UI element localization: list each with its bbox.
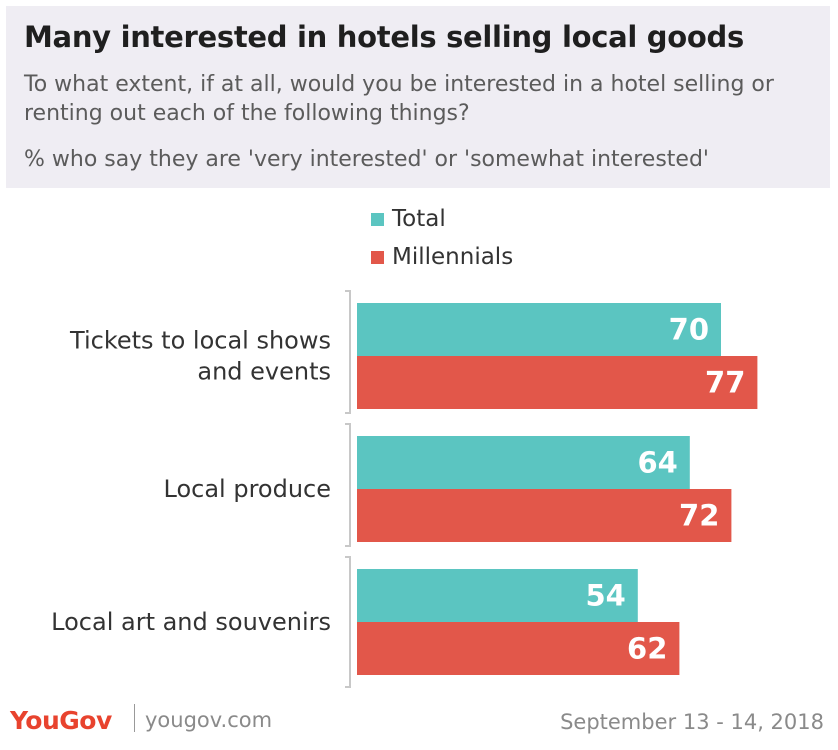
footer-url: yougov.com <box>145 708 273 732</box>
header-panel: Many interested in hotels selling local … <box>6 6 830 188</box>
legend: Total Millennials <box>371 200 513 276</box>
category-label: and events <box>197 358 331 386</box>
legend-label-millennials: Millennials <box>392 244 514 270</box>
legend-label-total: Total <box>392 206 446 232</box>
data-label: 70 <box>669 313 709 347</box>
axis-bracket <box>345 556 351 688</box>
data-label: 64 <box>637 446 677 480</box>
bar-total <box>357 569 638 622</box>
data-label: 62 <box>627 632 667 666</box>
axis-bracket <box>345 423 351 547</box>
data-label: 72 <box>679 499 719 533</box>
footer-divider <box>134 704 135 732</box>
chart-title: Many interested in hotels selling local … <box>24 20 744 54</box>
legend-item-total: Total <box>371 200 513 238</box>
bar-millennials <box>357 489 732 542</box>
bar-millennials <box>357 622 680 675</box>
legend-item-millennials: Millennials <box>371 238 513 276</box>
category-label: Local produce <box>164 475 332 503</box>
data-label: 54 <box>585 579 625 613</box>
category-label: Tickets to local shows <box>69 327 331 355</box>
footer-date: September 13 - 14, 2018 <box>560 710 824 734</box>
bar-total <box>357 303 721 356</box>
chart-note: % who say they are 'very interested' or … <box>24 147 709 172</box>
data-label: 77 <box>705 366 745 400</box>
yougov-logo: YouGov <box>10 706 112 735</box>
bar-total <box>357 436 690 489</box>
axis-bracket <box>345 290 351 414</box>
category-label: Local art and souvenirs <box>51 608 331 636</box>
legend-swatch-total <box>371 212 384 226</box>
legend-swatch-millennials <box>371 250 384 264</box>
bar-millennials <box>357 356 758 409</box>
chart-subtitle: To what extent, if at all, would you be … <box>24 72 774 126</box>
